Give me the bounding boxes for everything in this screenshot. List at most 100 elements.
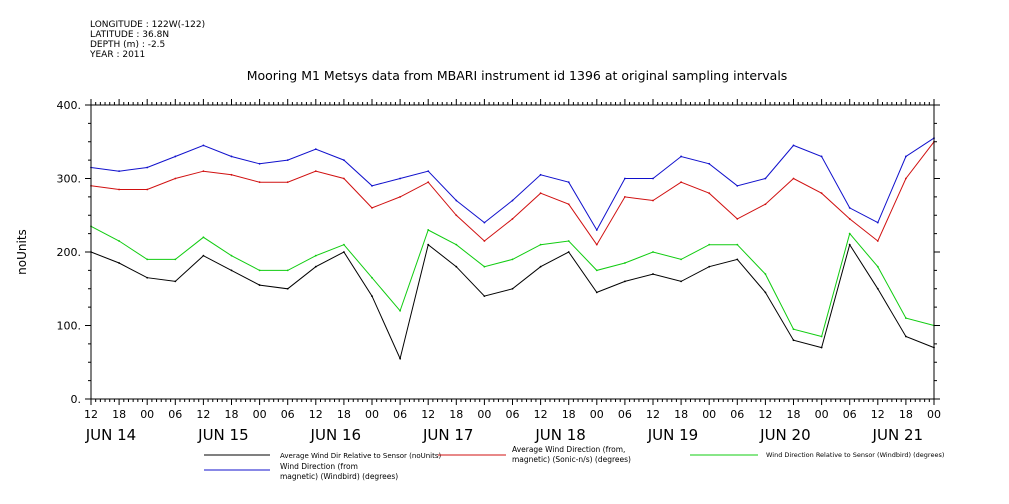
date-label: JUN 21 <box>872 426 923 444</box>
legend-label: Average Wind Dir Relative to Sensor (noU… <box>280 452 441 460</box>
data-point <box>258 284 261 286</box>
data-point <box>539 192 542 195</box>
meta-depth: DEPTH (m) : -2.5 <box>90 40 166 50</box>
data-point <box>567 251 570 253</box>
date-label: JUN 19 <box>647 426 698 444</box>
data-point <box>736 258 739 261</box>
data-point <box>876 287 879 290</box>
data-point <box>483 221 486 224</box>
data-point <box>258 162 261 165</box>
data-point <box>736 243 739 246</box>
data-point <box>652 273 654 275</box>
data-point <box>343 159 345 162</box>
data-point <box>567 181 570 184</box>
data-point <box>764 273 767 275</box>
x-tick-label: 00 <box>253 408 267 421</box>
data-point <box>146 276 149 279</box>
date-label: JUN 15 <box>197 426 248 444</box>
data-point <box>399 309 401 312</box>
data-point <box>624 177 626 180</box>
data-point <box>511 218 514 220</box>
data-point <box>848 218 851 220</box>
data-point <box>680 280 682 283</box>
data-point <box>399 195 401 198</box>
data-point <box>118 262 120 264</box>
data-point <box>792 144 795 147</box>
data-point <box>286 181 289 184</box>
data-point <box>680 181 682 184</box>
series-line-0 <box>90 243 935 361</box>
data-point <box>595 269 598 272</box>
data-point <box>511 199 514 202</box>
data-point <box>820 335 823 338</box>
data-point <box>202 236 205 239</box>
data-point <box>483 265 486 268</box>
data-point <box>371 276 373 279</box>
y-tick-label: 400. <box>57 99 82 112</box>
data-point <box>343 243 345 246</box>
data-point <box>286 287 289 290</box>
data-point <box>764 177 767 180</box>
series-line-3 <box>90 137 935 232</box>
plot-frame <box>90 104 935 400</box>
data-point <box>876 221 879 224</box>
data-point <box>230 254 233 257</box>
data-point <box>427 181 430 184</box>
data-point <box>146 188 149 191</box>
data-point <box>314 148 317 151</box>
data-point <box>314 265 317 268</box>
data-point <box>595 243 598 246</box>
date-label: JUN 17 <box>422 426 473 444</box>
data-point <box>876 240 879 242</box>
data-point <box>595 229 598 231</box>
x-tick-label: 18 <box>899 408 913 421</box>
x-tick-label: 00 <box>927 408 941 421</box>
data-point <box>455 243 458 246</box>
x-tick-label: 00 <box>590 408 604 421</box>
legend-label: Wind Direction (from magnetic) (Windbird)… <box>280 462 398 481</box>
data-point <box>230 269 233 272</box>
x-tick-label: 12 <box>646 408 660 421</box>
x-tick-label: 00 <box>365 408 379 421</box>
data-point <box>792 177 795 180</box>
y-tick-label: 100. <box>57 320 82 333</box>
data-point <box>905 177 907 180</box>
data-point <box>371 207 373 209</box>
data-point <box>146 166 149 169</box>
data-point <box>708 192 711 195</box>
x-tick-label: 06 <box>281 408 295 421</box>
data-point <box>905 155 907 158</box>
data-point <box>905 335 907 338</box>
data-point <box>202 254 205 257</box>
meta-year: YEAR : 2011 <box>90 50 146 60</box>
x-tick-label: 00 <box>140 408 154 421</box>
data-point <box>146 258 149 261</box>
data-point <box>652 177 654 180</box>
data-point <box>624 262 626 264</box>
x-tick-label: 06 <box>168 408 182 421</box>
data-point <box>708 243 711 246</box>
data-point <box>708 265 711 268</box>
data-point <box>174 177 177 180</box>
x-tick-label: 06 <box>730 408 744 421</box>
x-tick-label: 12 <box>534 408 548 421</box>
data-point <box>343 251 345 253</box>
data-point <box>118 240 120 242</box>
data-point <box>567 240 570 242</box>
data-point <box>820 155 823 158</box>
data-point <box>399 357 401 360</box>
data-point <box>792 328 795 331</box>
date-label: JUN 14 <box>85 426 136 444</box>
data-point <box>399 177 401 180</box>
x-tick-label: 12 <box>421 408 435 421</box>
data-point <box>202 144 205 147</box>
data-point <box>118 188 120 191</box>
data-point <box>258 181 261 184</box>
data-point <box>736 184 739 187</box>
data-point <box>539 173 542 176</box>
data-point <box>483 295 486 297</box>
data-point <box>371 295 373 297</box>
meta-latitude: LATITUDE : 36.8N <box>90 30 170 40</box>
x-tick-label: 18 <box>787 408 801 421</box>
data-point <box>736 218 739 220</box>
